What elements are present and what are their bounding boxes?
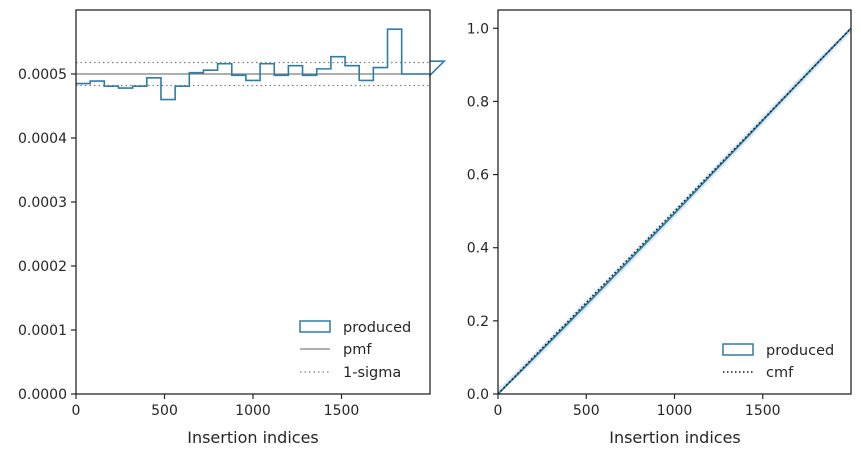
x-tick-label: 0 [72, 403, 81, 419]
y-tick-label: 0.0001 [18, 323, 67, 339]
legend-produced-swatch [722, 343, 754, 356]
x-tick-label: 1000 [657, 403, 693, 419]
y-tick-label: 0.0005 [18, 67, 67, 83]
pmf-histogram-panel: 0 500 1000 1500 0.0000 0.0001 0.0002 0.0003 0.0… [18, 9, 447, 447]
y-tick-label: 0.0000 [18, 387, 67, 403]
left-x-axis-label: Insertion indices [187, 428, 319, 447]
x-tick-label: 1000 [235, 403, 271, 419]
x-tick-label: 1500 [324, 403, 360, 419]
legend-produced-swatch [299, 320, 331, 333]
y-tick-label: 1.0 [467, 21, 489, 37]
right-x-axis-label: Insertion indices [609, 428, 741, 447]
cmf-panel: 0 500 1000 1500 0.0 0.2 0.4 0.6 0.8 1.0 Insertio… [467, 9, 852, 447]
x-tick-label: 500 [151, 403, 178, 419]
y-tick-label: 0.0003 [18, 195, 67, 211]
legend-produced-label: produced [343, 320, 411, 336]
legend-cmf-label: cmf [766, 365, 794, 381]
produced-step-line [76, 28, 447, 101]
y-tick-label: 0.2 [467, 314, 489, 330]
x-tick-label: 0 [494, 403, 503, 419]
produced-line [497, 27, 852, 395]
left-legend: produced pmf 1-sigma [299, 320, 411, 381]
y-tick-label: 0.8 [467, 94, 489, 110]
legend-pmf-label: pmf [343, 342, 372, 358]
right-legend: produced cmf [722, 343, 834, 381]
y-tick-label: 0.0004 [18, 131, 67, 147]
x-tick-label: 500 [573, 403, 600, 419]
legend-produced-label: produced [766, 343, 834, 359]
y-tick-label: 0.4 [467, 241, 489, 257]
y-tick-label: 0.0002 [18, 259, 67, 275]
y-tick-label: 0.6 [467, 168, 489, 184]
cmf-line [497, 27, 852, 395]
x-tick-label: 1500 [745, 403, 781, 419]
y-tick-label: 0.0 [467, 387, 489, 403]
legend-sigma-label: 1-sigma [343, 365, 401, 381]
